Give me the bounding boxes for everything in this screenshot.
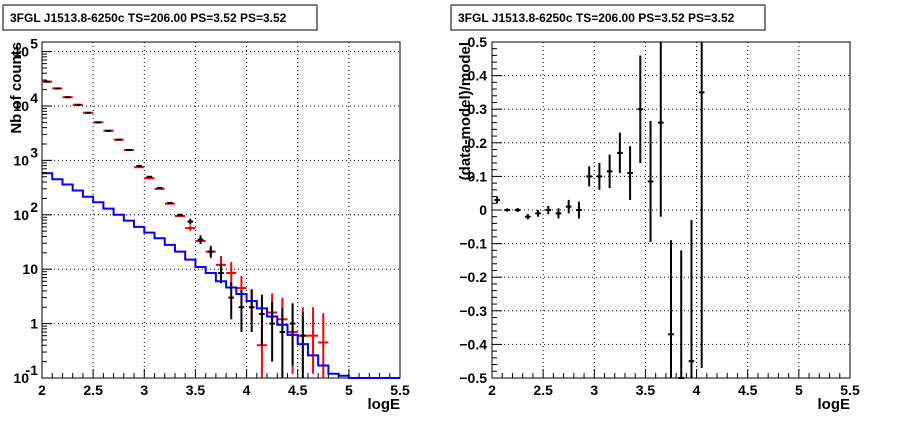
residual-y-tick-label: 0 xyxy=(479,202,487,218)
counts-y-tick-exponent: 3 xyxy=(30,144,38,160)
counts-y-tick-label: 10 xyxy=(22,261,38,277)
counts-x-tick-label: 2 xyxy=(38,382,46,398)
residual-y-tick-label: −0.5 xyxy=(459,370,487,386)
counts-x-tick-label: 2.5 xyxy=(83,382,103,398)
residual-x-axis-label: logE xyxy=(818,396,851,413)
residual-y-tick-label: 0.5 xyxy=(468,34,488,50)
counts-y-tick-label: 10 xyxy=(13,207,29,223)
residual-title: 3FGL J1513.8-6250c TS=206.00 PS=3.52 PS=… xyxy=(458,11,735,25)
counts-y-tick-label: 10 xyxy=(13,152,29,168)
counts-y-axis-label: Nb of counts xyxy=(8,42,25,134)
counts-y-tick-exponent: -1 xyxy=(26,362,39,378)
counts-y-tick-label: 10 xyxy=(13,44,29,60)
residual-y-tick-label: 0.2 xyxy=(468,135,488,151)
residual-y-tick-label: −0.4 xyxy=(459,336,487,352)
counts-marks xyxy=(42,80,400,379)
counts-y-tick-exponent: 2 xyxy=(30,199,38,215)
residual-y-tick-label: −0.3 xyxy=(459,303,487,319)
counts-x-tick-label: 3 xyxy=(140,382,148,398)
residual-grid xyxy=(492,42,850,378)
residual-x-tick-label: 4 xyxy=(693,382,701,398)
residual-x-tick-label: 5.5 xyxy=(840,382,860,398)
counts-x-tick-label: 5.5 xyxy=(390,382,410,398)
residual-x-tick-label: 5 xyxy=(795,382,803,398)
residual-x-tick-label: 3 xyxy=(590,382,598,398)
counts-x-axis-label: logE xyxy=(368,396,401,413)
residual-y-tick-label: −0.1 xyxy=(459,236,487,252)
counts-x-tick-label: 4.5 xyxy=(288,382,308,398)
counts-title-box xyxy=(2,4,318,31)
counts-y-tick-label: 1 xyxy=(30,316,38,332)
model-step-line xyxy=(42,172,400,379)
residual-x-tick-label: 4.5 xyxy=(738,382,758,398)
counts-y-tick-label: 10 xyxy=(13,98,29,114)
residual-panel: 2 2.5 3 3.5 4 4.5 5 5.5 −0.5 −0.4 −0.3 −0.2 −0.1 0 0.1… xyxy=(450,4,860,413)
counts-y-tick-exponent: 5 xyxy=(30,36,38,52)
residual-marks xyxy=(494,42,705,379)
residual-x-tick-label: 3.5 xyxy=(636,382,656,398)
counts-x-tick-label: 5 xyxy=(345,382,353,398)
residual-axes: 2 2.5 3 3.5 4 4.5 5 5.5 −0.5 −0.4 −0.3 −0.2 −0.1 0 0.1… xyxy=(459,34,860,398)
residual-x-tick-label: 2.5 xyxy=(533,382,553,398)
counts-grid xyxy=(42,42,400,378)
counts-y-tick-exponent: 4 xyxy=(30,90,38,106)
residual-y-tick-label: −0.2 xyxy=(459,269,487,285)
counts-plot-frame xyxy=(41,41,401,379)
residual-y-tick-label: 0.3 xyxy=(468,101,488,117)
residual-x-tick-label: 2 xyxy=(488,382,496,398)
residual-title-box xyxy=(450,4,766,31)
counts-x-tick-label: 4 xyxy=(243,382,251,398)
residual-y-tick-label: 0.4 xyxy=(468,68,488,84)
counts-x-tick-label: 3.5 xyxy=(186,382,206,398)
residual-y-axis-label: (data-model)/model xyxy=(457,42,474,180)
counts-y-tick-label: 10 xyxy=(13,370,29,386)
residual-y-tick-label: 0.1 xyxy=(468,168,488,184)
counts-title: 3FGL J1513.8-6250c TS=206.00 PS=3.52 PS=… xyxy=(10,11,287,25)
